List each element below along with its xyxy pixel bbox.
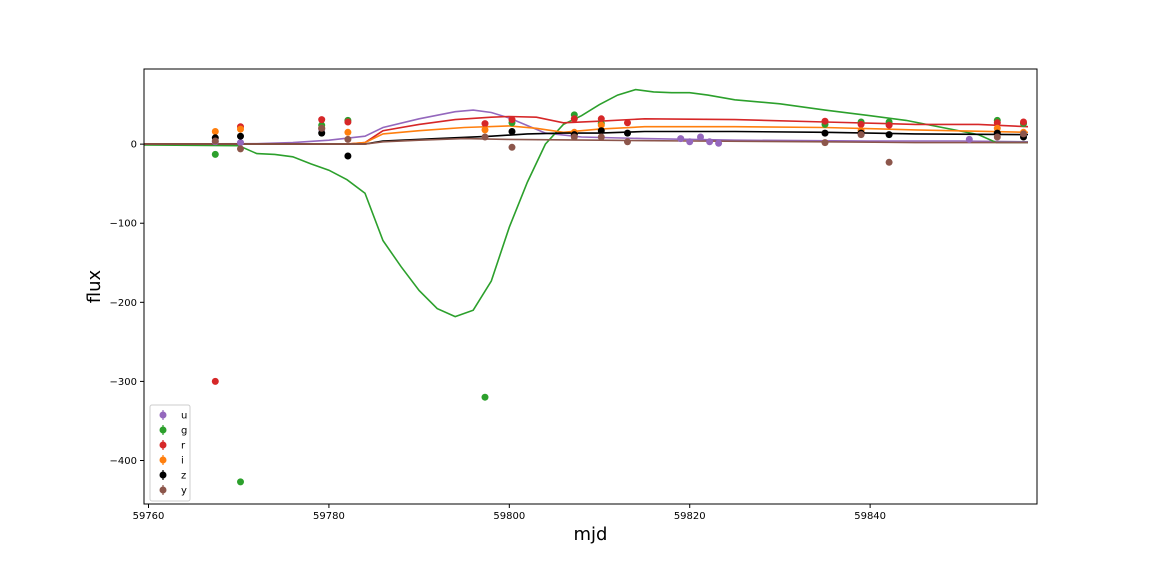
data-point-r bbox=[481, 120, 489, 128]
data-point-z bbox=[237, 132, 244, 140]
data-point-i bbox=[344, 128, 352, 136]
x-tick-label: 59820 bbox=[674, 511, 706, 522]
data-point-y bbox=[857, 131, 865, 139]
y-axis-ticks: −400 −300 −200 −100 0 bbox=[110, 140, 144, 467]
data-point-u bbox=[697, 133, 704, 141]
data-point-y bbox=[211, 137, 219, 145]
data-point-i bbox=[237, 125, 244, 133]
legend-marker-u bbox=[159, 411, 167, 419]
legend-label-r: r bbox=[181, 441, 186, 452]
legend-marker-y bbox=[159, 486, 167, 494]
data-point-u bbox=[686, 138, 694, 146]
data-point-r bbox=[318, 116, 326, 124]
legend-label-u: u bbox=[181, 411, 187, 422]
legend-label-i: i bbox=[181, 456, 184, 467]
legend-label-z: z bbox=[181, 471, 186, 482]
data-point-r bbox=[508, 116, 516, 124]
data-point-y bbox=[597, 133, 605, 141]
data-point-y bbox=[993, 133, 1001, 141]
data-point-r bbox=[211, 377, 219, 385]
data-point-u bbox=[677, 135, 685, 143]
data-point-i bbox=[481, 126, 489, 134]
data-point-i bbox=[597, 121, 605, 129]
data-point-r bbox=[344, 118, 352, 126]
data-point-r bbox=[570, 115, 578, 123]
data-point-z bbox=[508, 128, 516, 135]
model-curve-u bbox=[143, 109, 1029, 145]
data-point-r bbox=[885, 121, 893, 129]
data-point-y bbox=[570, 133, 578, 141]
data-point-z bbox=[885, 131, 893, 139]
data-point-z bbox=[344, 152, 352, 160]
y-tick-label: 0 bbox=[131, 140, 137, 151]
data-point-y bbox=[821, 139, 829, 147]
y-tick-label: −400 bbox=[110, 456, 137, 467]
legend-marker-r bbox=[159, 441, 167, 449]
data-point-y bbox=[237, 145, 244, 153]
legend-marker-i bbox=[159, 456, 167, 464]
x-tick-label: 59760 bbox=[133, 511, 165, 522]
x-tick-label: 59840 bbox=[854, 511, 886, 522]
data-point-u bbox=[965, 135, 973, 143]
data-point-y bbox=[885, 158, 893, 166]
data-point-z bbox=[821, 129, 829, 137]
data-point-u bbox=[237, 139, 244, 147]
x-axis-label: mjd bbox=[574, 524, 608, 545]
legend-marker-z bbox=[159, 471, 167, 479]
data-point-r bbox=[624, 119, 631, 127]
data-point-r bbox=[857, 120, 865, 128]
x-tick-label: 59780 bbox=[313, 511, 345, 522]
y-tick-label: −300 bbox=[110, 377, 137, 388]
data-point-u bbox=[706, 138, 714, 146]
data-point-r bbox=[993, 119, 1001, 127]
legend-label-y: y bbox=[181, 486, 187, 497]
data-point-y bbox=[481, 133, 489, 141]
data-point-i bbox=[993, 124, 1001, 132]
model-curve-i bbox=[144, 125, 1029, 145]
x-tick-label: 59800 bbox=[493, 511, 525, 522]
model-curve-g bbox=[143, 88, 1028, 318]
data-point-y bbox=[508, 143, 516, 151]
data-point-r bbox=[597, 115, 605, 123]
y-tick-label: −100 bbox=[110, 219, 137, 230]
legend-marker-g bbox=[159, 426, 167, 434]
data-point-z bbox=[624, 129, 631, 137]
data-point-r bbox=[1020, 118, 1027, 126]
data-point-g bbox=[211, 150, 219, 158]
data-point-g bbox=[481, 393, 489, 401]
data-point-y bbox=[1020, 130, 1027, 138]
data-point-y bbox=[344, 135, 352, 143]
data-point-y bbox=[624, 138, 631, 146]
data-point-i bbox=[211, 128, 219, 135]
legend-label-g: g bbox=[181, 426, 187, 437]
data-points bbox=[211, 111, 1027, 486]
y-tick-label: −200 bbox=[110, 298, 137, 309]
model-curve-y bbox=[144, 137, 1028, 145]
y-axis-label: flux bbox=[84, 269, 105, 303]
data-point-y bbox=[318, 124, 326, 132]
data-point-g bbox=[237, 478, 244, 486]
data-point-u bbox=[715, 139, 723, 147]
plot-frame bbox=[143, 68, 1038, 505]
data-point-r bbox=[821, 117, 829, 125]
x-axis-ticks: 59760 59780 59800 59820 59840 bbox=[133, 504, 886, 522]
data-point-z bbox=[597, 127, 605, 135]
data-point-z bbox=[318, 129, 326, 137]
model-curves bbox=[143, 88, 1029, 318]
